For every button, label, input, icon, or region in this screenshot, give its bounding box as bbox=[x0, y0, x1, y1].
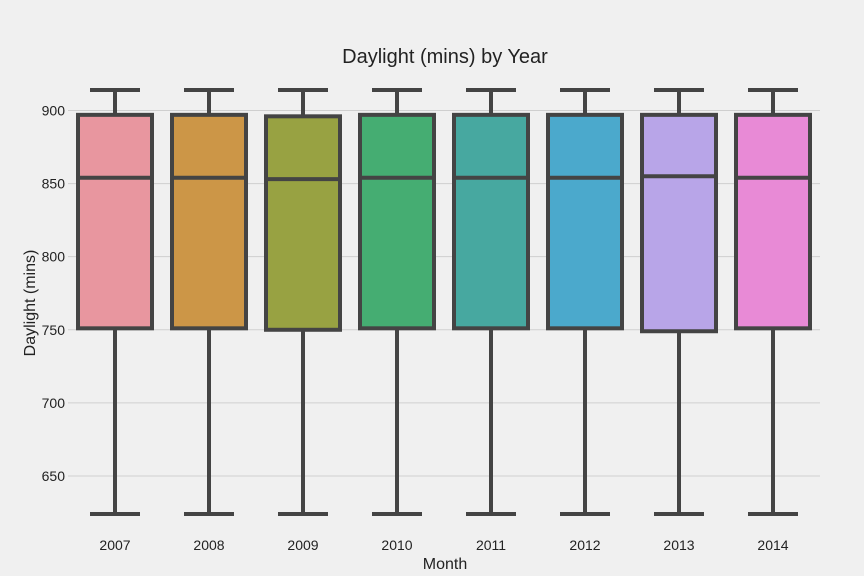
iqr-box bbox=[264, 114, 342, 332]
x-tick-label: 2007 bbox=[99, 537, 130, 553]
y-tick-label: 850 bbox=[42, 176, 66, 192]
box-2010 bbox=[358, 88, 436, 516]
y-tick-label: 900 bbox=[42, 102, 66, 118]
iqr-box bbox=[170, 112, 248, 331]
x-tick-label: 2012 bbox=[569, 537, 600, 553]
box-2011 bbox=[452, 88, 530, 516]
y-tick-label: 800 bbox=[42, 249, 66, 265]
box-2007 bbox=[76, 88, 154, 516]
box-series bbox=[76, 88, 812, 516]
y-tick-label: 750 bbox=[42, 322, 66, 338]
chart-title: Daylight (mins) by Year bbox=[342, 46, 548, 68]
x-tick-label: 2008 bbox=[193, 537, 224, 553]
box-2008 bbox=[170, 88, 248, 516]
box-2013 bbox=[640, 88, 718, 516]
iqr-box bbox=[452, 112, 530, 331]
box-2014 bbox=[734, 88, 812, 516]
iqr-box bbox=[358, 112, 436, 331]
iqr-box bbox=[546, 112, 624, 331]
y-tick-label: 650 bbox=[42, 468, 66, 484]
y-axis-ticks: 650 700 750 800 850 900 bbox=[42, 102, 66, 484]
x-tick-label: 2013 bbox=[663, 537, 694, 553]
x-tick-label: 2010 bbox=[381, 537, 412, 553]
iqr-box bbox=[734, 112, 812, 331]
x-axis-label: Month bbox=[423, 556, 467, 573]
x-tick-label: 2014 bbox=[757, 537, 788, 553]
iqr-box bbox=[76, 112, 154, 331]
x-tick-label: 2009 bbox=[287, 537, 318, 553]
x-axis-ticks: 2007 2008 2009 2010 2011 2012 2013 2014 bbox=[99, 537, 788, 553]
iqr-box bbox=[640, 112, 718, 334]
x-tick-label: 2011 bbox=[476, 537, 506, 553]
y-tick-label: 700 bbox=[42, 395, 66, 411]
y-axis-label: Daylight (mins) bbox=[22, 250, 39, 357]
box-2012 bbox=[546, 88, 624, 516]
box-2009 bbox=[264, 88, 342, 516]
